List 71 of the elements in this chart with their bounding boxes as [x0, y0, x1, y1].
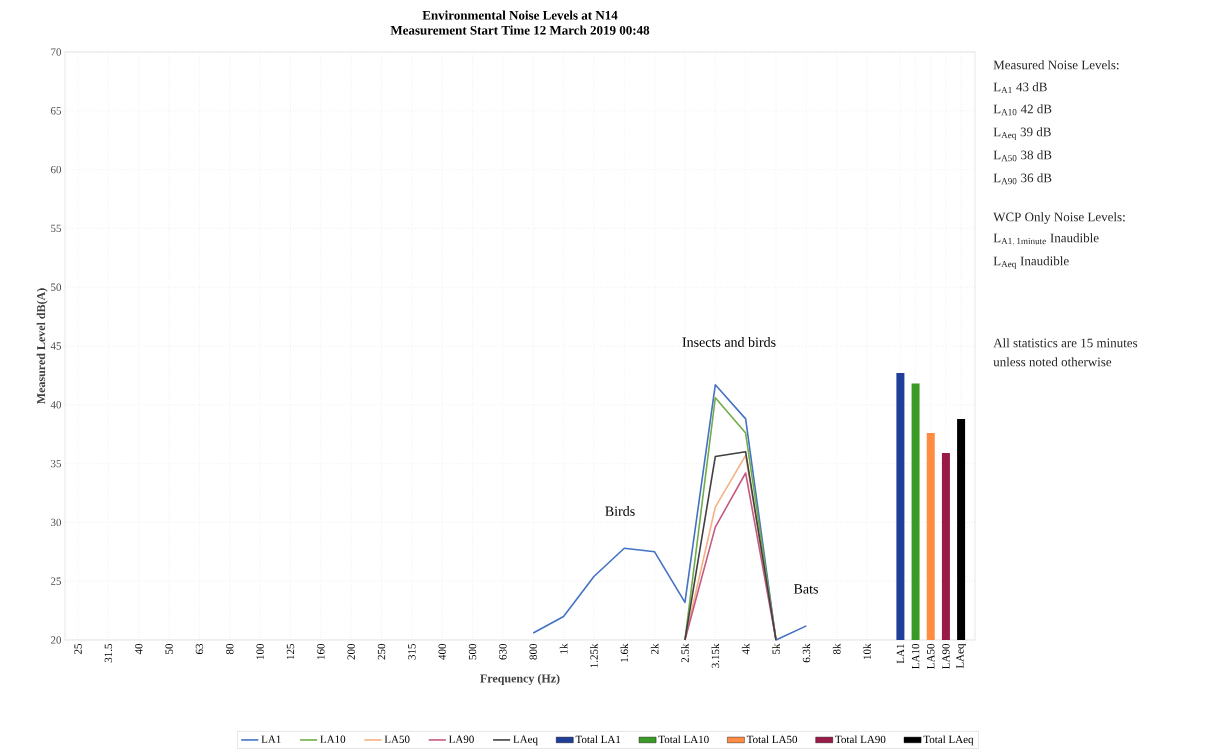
y-tick-label: 20 — [50, 636, 62, 644]
x-tick-label: LA10 — [911, 643, 920, 669]
y-tick-label: 40 — [50, 401, 62, 409]
x-tick-label: 31.5 — [104, 643, 113, 663]
y-tick-label: 60 — [50, 165, 62, 174]
text: L$_{A1}$ 43 dB — [993, 82, 1047, 94]
x-tick-label: 2k — [650, 643, 659, 655]
x-axis-title: Frequency (Hz) — [480, 674, 560, 685]
legend-label: LA10 — [320, 735, 346, 743]
x-tick-label: 1.25k — [590, 643, 598, 668]
chart-subtitle: Measurement Start Time 12 March 2019 00:48 — [390, 25, 650, 35]
y-tick-label: 35 — [51, 459, 62, 468]
x-tick-label: 3.15k — [711, 643, 720, 668]
x-tick-label: 630 — [499, 643, 507, 660]
text: L$_{A50}$ 38 dB — [993, 150, 1052, 162]
x-tick-label: 125 — [286, 643, 295, 660]
x-tick-label: LA1 — [896, 644, 905, 664]
text: L$_{A90}$ 36 dB — [993, 173, 1052, 185]
x-tick-label: 25 — [74, 643, 82, 655]
legend-label: LA1 — [261, 735, 281, 743]
y-tick-label: 65 — [50, 107, 62, 115]
x-tick-label: 100 — [256, 643, 264, 660]
x-tick-label: 40 — [135, 643, 143, 655]
chart-title: Environmental Noise Levels at N14 — [422, 10, 618, 20]
y-axis-title: Measured Level dB(A) — [36, 288, 48, 404]
x-tick-label: 400 — [438, 643, 446, 660]
legend-label: Total LA10 — [658, 735, 709, 744]
annotation: Bats — [793, 584, 818, 594]
x-tick-label: 6.3k — [802, 643, 811, 663]
y-tick-label: 55 — [51, 224, 62, 233]
y-tick-label: 30 — [51, 518, 62, 527]
x-tick-label: 1.6k — [620, 643, 629, 662]
x-tick-label: 63 — [195, 643, 204, 655]
y-tick-label: 25 — [50, 577, 62, 585]
x-tick-label: 5k — [772, 643, 780, 654]
text: L$_{Aeq}$ Inaudible — [993, 256, 1069, 270]
x-tick-label: 160 — [317, 643, 325, 660]
legend-label: LA50 — [384, 735, 410, 743]
x-tick-label: LAeq — [956, 643, 966, 669]
x-tick-label: 10k — [863, 643, 871, 660]
legend-label: Total LA50 — [746, 735, 798, 744]
legend-label: LA90 — [448, 735, 474, 743]
x-tick-label: 500 — [468, 643, 477, 660]
legend-label: Total LA90 — [835, 735, 886, 744]
text: $\mathrm{L_{A1,\,1minute}\ Inaudible}$ — [993, 233, 1099, 246]
x-tick-label: 8k — [832, 643, 841, 655]
x-tick-label: 200 — [347, 643, 355, 660]
text: unless noted otherwise — [993, 357, 1112, 367]
x-tick-label: 250 — [377, 643, 386, 660]
x-tick-label: LA90 — [942, 643, 950, 669]
annotation: Insects and birds — [682, 337, 776, 347]
text: L$_{A10}$ 42 dB — [993, 104, 1052, 116]
text: All statistics are 15 minutes — [993, 338, 1138, 348]
x-tick-label: 315 — [408, 643, 416, 660]
text: Measured Noise Levels: — [993, 60, 1119, 70]
y-tick-label: 45 — [50, 342, 62, 350]
legend-label: LAeq — [513, 735, 538, 746]
x-tick-label: 50 — [165, 643, 173, 654]
text: L$_{Aeq}$ 39 dB — [993, 127, 1051, 141]
x-tick-label: 1k — [559, 643, 568, 654]
x-tick-label: 2.5k — [681, 643, 689, 663]
y-tick-label: 50 — [51, 283, 62, 291]
x-tick-label: 80 — [226, 643, 234, 655]
text: WCP Only Noise Levels: — [993, 212, 1125, 225]
legend-label: Total LA1 — [575, 735, 621, 744]
y-tick-label: 70 — [51, 48, 62, 56]
annotation: Birds — [605, 506, 635, 516]
x-tick-label: 800 — [529, 643, 537, 660]
x-tick-label: 4k — [741, 643, 750, 655]
legend-label: Total LAeq — [923, 735, 974, 746]
x-tick-label: LA50 — [927, 643, 935, 669]
